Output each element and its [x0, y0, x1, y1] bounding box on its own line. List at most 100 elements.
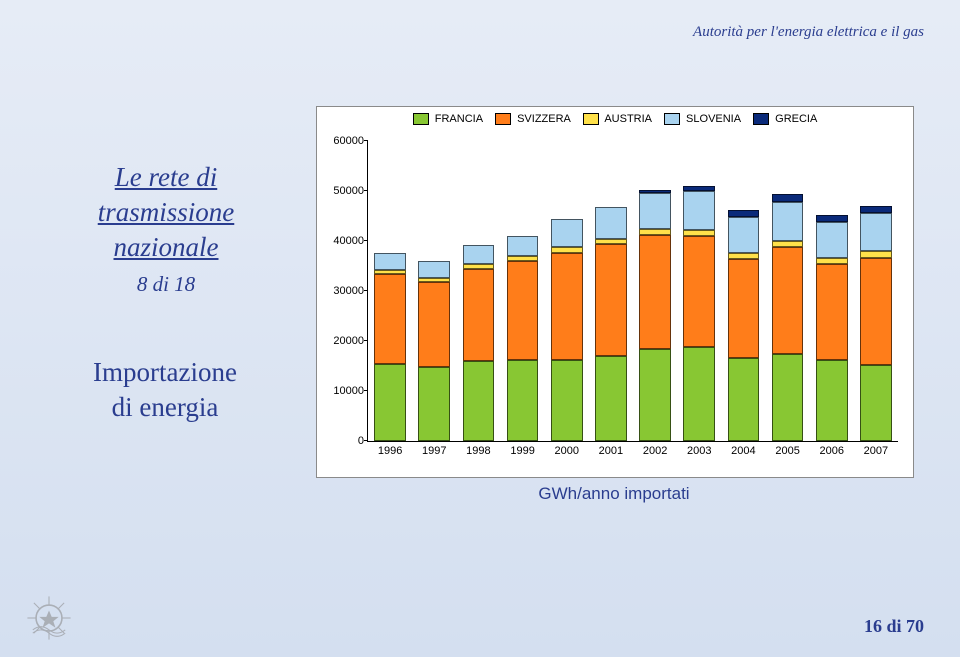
bar-segment [374, 274, 406, 364]
x-tick-label: 2007 [864, 445, 888, 457]
bar-segment [639, 349, 671, 442]
bar-column [374, 253, 406, 442]
y-tick-label: 10000 [333, 385, 364, 397]
italian-emblem-icon [22, 591, 76, 645]
title-line1: Le rete di [115, 162, 217, 192]
bar-segment [463, 269, 495, 362]
legend-swatch [753, 113, 769, 125]
bar-segment [463, 361, 495, 441]
legend-item: SLOVENIA [664, 113, 741, 125]
bar-segment [728, 358, 760, 442]
bar-segment [374, 364, 406, 442]
slide-subtitle: Importazione di energia [55, 355, 275, 425]
x-tick-label: 2004 [731, 445, 755, 457]
bar-column [639, 190, 671, 441]
bar-segment [860, 213, 892, 251]
page-number: 16 di 70 [864, 616, 924, 637]
x-tick-label: 2003 [687, 445, 711, 457]
legend-item: SVIZZERA [495, 113, 571, 125]
bar-segment [551, 360, 583, 441]
bar-segment [507, 236, 539, 256]
x-tick-label: 2002 [643, 445, 667, 457]
bar-column [772, 194, 804, 441]
slide-title: Le rete di trasmissione nazionale 8 di 1… [46, 160, 286, 300]
x-tick-label: 2005 [775, 445, 799, 457]
y-tick-label: 50000 [333, 185, 364, 197]
header-text: Autorità per l'energia elettrica e il ga… [693, 24, 924, 41]
bar-segment [418, 367, 450, 441]
title-line3: nazionale [114, 232, 219, 262]
chart-legend: FRANCIA SVIZZERA AUSTRIA SLOVENIA GRECIA [317, 113, 913, 125]
bar-column [418, 261, 450, 442]
bar-segment [860, 206, 892, 214]
bar-column [728, 210, 760, 442]
bar-segment [816, 360, 848, 441]
legend-swatch [495, 113, 511, 125]
bar-segment [418, 282, 450, 367]
bar-segment [595, 244, 627, 356]
bar-column [683, 186, 715, 441]
x-tick-label: 1996 [378, 445, 402, 457]
y-tick [364, 290, 368, 291]
bar-segment [683, 347, 715, 441]
bar-segment [816, 264, 848, 360]
legend-item: GRECIA [753, 113, 817, 125]
bar-segment [860, 365, 892, 442]
bar-segment [507, 360, 539, 442]
y-tick [364, 440, 368, 441]
x-tick-label: 2000 [555, 445, 579, 457]
subtitle-line2: di energia [112, 392, 219, 422]
bar-segment [551, 219, 583, 247]
bar-segment [772, 202, 804, 241]
bar-segment [728, 210, 760, 217]
bar-column [595, 207, 627, 441]
bar-segment [507, 261, 539, 360]
y-tick [364, 140, 368, 141]
bar-segment [463, 245, 495, 264]
bar-segment [639, 235, 671, 349]
bar-segment [374, 253, 406, 270]
bar-segment [860, 258, 892, 365]
bar-segment [683, 236, 715, 347]
y-tick [364, 340, 368, 341]
x-tick-label: 1999 [510, 445, 534, 457]
y-tick-label: 40000 [333, 235, 364, 247]
legend-swatch [664, 113, 680, 125]
subtitle-line1: Importazione [93, 357, 237, 387]
bar-column [463, 245, 495, 441]
bar-segment [816, 222, 848, 259]
bar-segment [728, 217, 760, 253]
title-line2: trasmissione [98, 197, 235, 227]
x-tick-label: 2001 [599, 445, 623, 457]
x-tick-label: 1997 [422, 445, 446, 457]
title-count: 8 di 18 [137, 272, 195, 296]
legend-swatch [583, 113, 599, 125]
chart-bars [368, 141, 898, 441]
bar-segment [772, 194, 804, 202]
y-tick [364, 190, 368, 191]
bar-column [507, 236, 539, 441]
y-tick-label: 20000 [333, 335, 364, 347]
energy-import-chart: FRANCIA SVIZZERA AUSTRIA SLOVENIA GRECIA… [316, 106, 914, 478]
y-tick-label: 0 [358, 435, 364, 447]
legend-swatch [413, 113, 429, 125]
bar-column [816, 215, 848, 441]
bar-segment [772, 247, 804, 354]
bar-segment [595, 356, 627, 441]
bar-segment [728, 259, 760, 358]
bar-segment [772, 354, 804, 442]
y-tick-label: 30000 [333, 285, 364, 297]
x-tick-label: 1998 [466, 445, 490, 457]
chart-plot-area: 0100002000030000400005000060000199619971… [367, 141, 898, 442]
x-tick-label: 2006 [820, 445, 844, 457]
legend-item: AUSTRIA [583, 113, 652, 125]
y-tick-label: 60000 [333, 135, 364, 147]
bar-column [860, 206, 892, 442]
chart-caption: GWh/anno importati [316, 484, 912, 504]
bar-segment [683, 191, 715, 230]
legend-item: FRANCIA [413, 113, 483, 125]
y-tick [364, 240, 368, 241]
bar-segment [418, 261, 450, 279]
bar-segment [639, 193, 671, 229]
bar-segment [551, 253, 583, 361]
